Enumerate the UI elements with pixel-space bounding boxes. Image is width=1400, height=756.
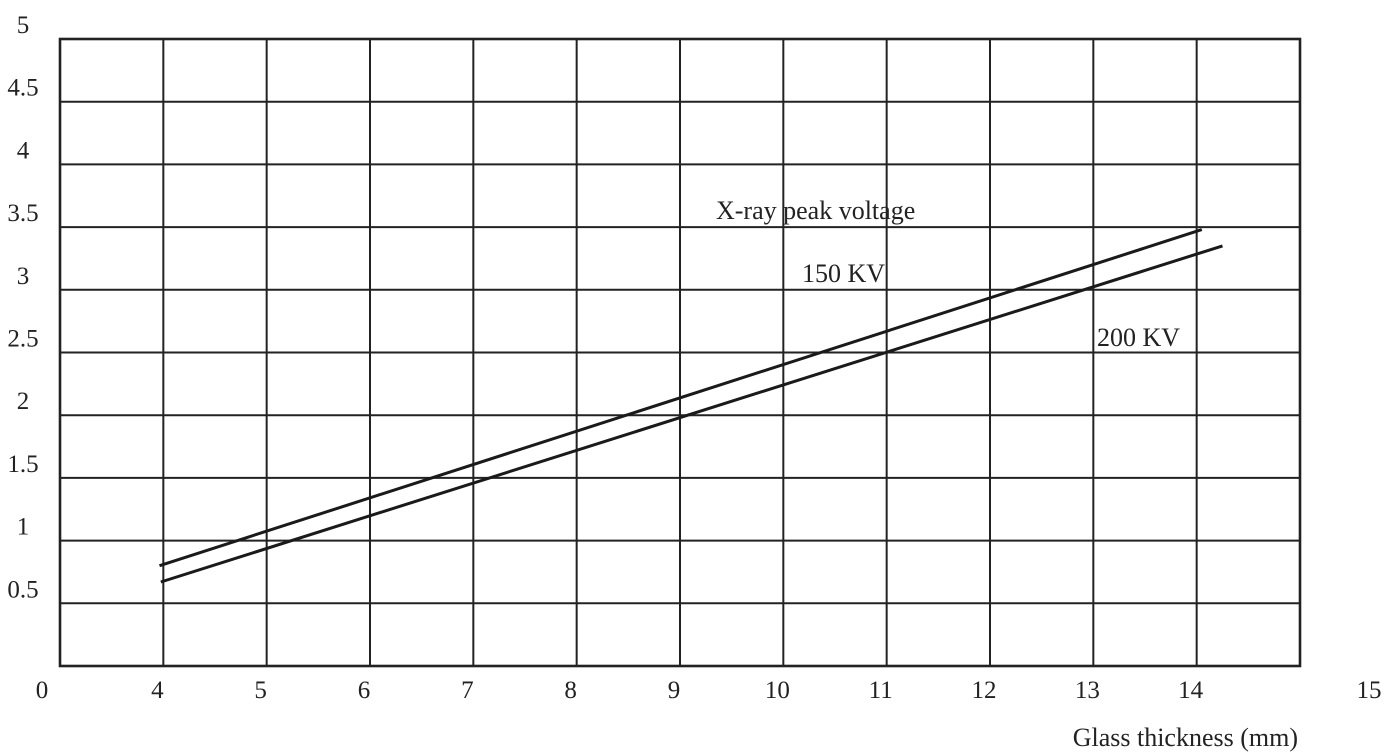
- x-tick-label: 0: [36, 677, 49, 704]
- y-tick-label: 1.5: [7, 451, 38, 478]
- y-tick-label: 0.5: [7, 576, 38, 603]
- x-tick-label: 6: [358, 677, 371, 704]
- x-tick-label: 11: [869, 677, 893, 704]
- x-tick-label: 8: [564, 677, 577, 704]
- annotation-heading: X-ray peak voltage: [716, 196, 915, 225]
- x-tick-label: 13: [1075, 677, 1100, 704]
- y-tick-label: 4: [17, 137, 30, 164]
- annotation-150kv: 150 KV: [802, 259, 885, 288]
- x-tick-label: 14: [1178, 677, 1204, 704]
- series-lines: [159, 228, 1223, 584]
- y-tick-label: 2.5: [7, 326, 38, 353]
- y-tick-label: 2: [17, 388, 30, 415]
- y-tick-label: 3: [17, 263, 30, 290]
- x-tick-labels: 0 4 5 6 7 8 9 10 11 12 13 14 15: [36, 677, 1382, 704]
- y-tick-label: 1: [17, 514, 30, 541]
- x-tick-label: 7: [461, 677, 474, 704]
- x-tick-label: 5: [254, 677, 267, 704]
- y-tick-label: 4.5: [7, 75, 38, 102]
- plot-frame: [58, 37, 1302, 668]
- series-line-2: [160, 244, 1223, 584]
- series-line-1: [159, 228, 1203, 568]
- grid: [60, 39, 1300, 666]
- annotation-200kv: 200 KV: [1097, 323, 1180, 352]
- y-tick-labels: 0.5 1 1.5 2 2.5 3 3.5 4 4.5 5: [7, 12, 38, 603]
- y-tick-label: 5: [17, 12, 30, 39]
- x-tick-label: 10: [765, 677, 790, 704]
- x-tick-label: 15: [1357, 677, 1382, 704]
- x-tick-label: 12: [972, 677, 997, 704]
- x-tick-label: 4: [151, 677, 164, 704]
- x-axis-label: Glass thickness (mm): [1073, 723, 1298, 752]
- y-tick-label: 3.5: [7, 200, 38, 227]
- x-tick-label: 9: [668, 677, 681, 704]
